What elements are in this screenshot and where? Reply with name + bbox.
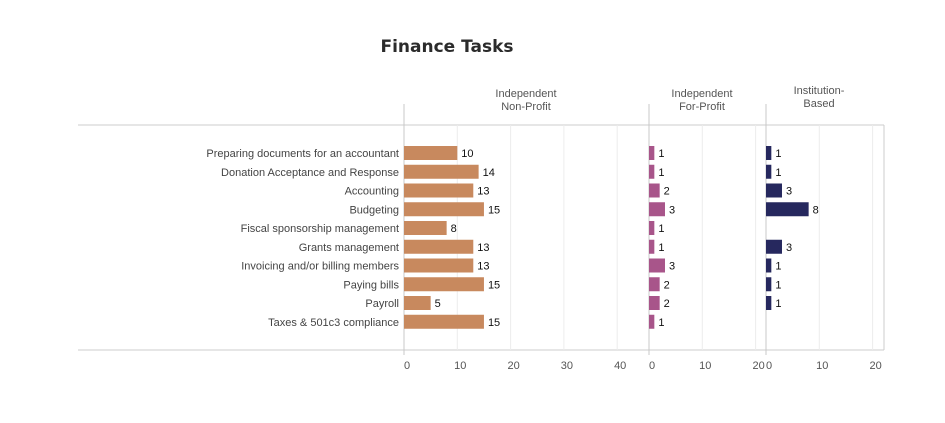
bar [649, 239, 655, 254]
panel-header-line: Non-Profit [501, 101, 551, 113]
category-label: Budgeting [349, 204, 399, 216]
bar [649, 296, 660, 310]
category-label: Taxes & 501c3 compliance [268, 317, 399, 329]
bar [404, 221, 447, 235]
bar [766, 146, 772, 160]
x-tick-label: 0 [404, 360, 410, 372]
data-label: 1 [658, 223, 664, 235]
bar [766, 258, 772, 273]
bar [404, 258, 474, 273]
data-label: 2 [664, 279, 670, 291]
category-label: Paying bills [343, 279, 399, 291]
data-label: 5 [435, 298, 441, 310]
data-label: 15 [488, 204, 500, 216]
bar [649, 221, 655, 235]
category-label: Payroll [365, 298, 399, 310]
bar [404, 314, 484, 329]
bar [404, 146, 458, 160]
bar [766, 164, 772, 179]
data-label: 1 [775, 167, 781, 179]
data-label: 13 [477, 242, 489, 254]
x-tick-label: 40 [614, 360, 626, 372]
panel-header-line: Independent [495, 88, 556, 100]
chart-title: Finance Tasks [380, 37, 513, 57]
data-label: 1 [775, 298, 781, 310]
data-label: 15 [488, 317, 500, 329]
x-tick-label: 30 [561, 360, 573, 372]
data-label: 10 [461, 148, 473, 160]
x-tick-label: 20 [869, 360, 881, 372]
bar [766, 183, 782, 198]
bar [649, 277, 660, 292]
data-label: 15 [488, 279, 500, 291]
category-label: Fiscal sponsorship management [241, 223, 399, 235]
data-label: 14 [483, 167, 495, 179]
data-label: 1 [775, 148, 781, 160]
bar [404, 296, 431, 310]
bar [404, 277, 484, 292]
data-label: 2 [664, 298, 670, 310]
category-label: Accounting [345, 186, 399, 198]
panel-header-line: Independent [671, 88, 732, 100]
x-tick-label: 0 [766, 360, 772, 372]
data-label: 2 [664, 186, 670, 198]
data-label: 3 [786, 242, 792, 254]
data-label: 1 [658, 167, 664, 179]
data-label: 13 [477, 186, 489, 198]
bar [404, 183, 474, 198]
bar [404, 202, 484, 217]
data-label: 3 [669, 204, 675, 216]
bar [649, 258, 665, 273]
bar [649, 183, 660, 198]
x-tick-label: 10 [816, 360, 828, 372]
bar [649, 202, 665, 217]
bar [766, 239, 782, 254]
data-label: 8 [451, 223, 457, 235]
bar [766, 296, 772, 310]
bar [649, 314, 655, 329]
bar [404, 164, 479, 179]
data-label: 1 [658, 242, 664, 254]
x-tick-label: 0 [649, 360, 655, 372]
x-tick-label: 10 [699, 360, 711, 372]
data-label: 1 [775, 261, 781, 273]
panel-header-line: For-Profit [679, 101, 725, 113]
bar [649, 164, 655, 179]
data-label: 1 [658, 148, 664, 160]
bar [649, 146, 655, 160]
data-label: 8 [813, 204, 819, 216]
data-label: 3 [786, 186, 792, 198]
x-tick-label: 20 [507, 360, 519, 372]
panel-header-line: Institution- [794, 85, 845, 97]
bar [404, 239, 474, 254]
panel-header-line: Based [803, 98, 834, 110]
category-label: Grants management [299, 242, 399, 254]
data-label: 13 [477, 261, 489, 273]
bar [766, 277, 772, 292]
data-label: 3 [669, 261, 675, 273]
x-tick-label: 20 [752, 360, 764, 372]
category-label: Donation Acceptance and Response [221, 167, 399, 179]
category-label: Preparing documents for an accountant [206, 148, 399, 160]
category-label: Invoicing and/or billing members [241, 261, 399, 273]
data-label: 1 [775, 279, 781, 291]
x-tick-label: 10 [454, 360, 466, 372]
bar [766, 202, 809, 217]
data-label: 1 [658, 317, 664, 329]
